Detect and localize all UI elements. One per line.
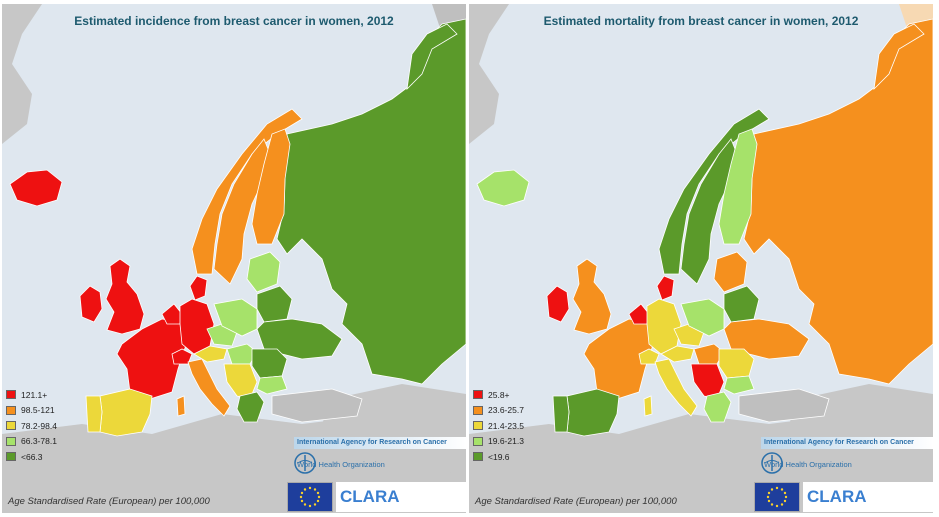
incidence-map-panel: Estimated incidence from breast cancer i…: [2, 4, 466, 513]
region-spain[interactable]: [566, 388, 620, 437]
legend-label: <19.6: [488, 451, 510, 462]
rate-caption: Age Standardised Rate (European) per 100…: [475, 496, 677, 507]
legend-row: 25.8+: [473, 387, 524, 403]
legend-row: <66.3: [6, 449, 57, 465]
region-finland[interactable]: [251, 128, 291, 245]
region-austria[interactable]: [193, 345, 228, 363]
region-germany[interactable]: [179, 298, 215, 355]
rate-caption: Age Standardised Rate (European) per 100…: [8, 496, 210, 507]
legend-swatch: [473, 390, 483, 400]
iarc-banner: International Agency for Research on Can…: [761, 437, 933, 449]
region-romania[interactable]: [718, 348, 755, 379]
legend-label: 121.1+: [21, 389, 48, 400]
legend-row: 98.5-121: [6, 403, 57, 419]
legend-label: 66.3-78.1: [21, 436, 57, 447]
legend-swatch: [6, 421, 16, 431]
who-logo: World Health Organization: [761, 452, 852, 478]
legend-swatch: [473, 405, 483, 415]
legend-row: 121.1+: [6, 387, 57, 403]
legend-swatch: [6, 452, 16, 462]
region-novaya-zemlya[interactable]: [873, 23, 925, 91]
region-germany[interactable]: [646, 298, 682, 355]
caspian-region-land: [352, 424, 442, 434]
region-france[interactable]: [116, 318, 188, 400]
eu-flag-icon: [754, 482, 800, 512]
region-turkey[interactable]: [271, 388, 363, 423]
region-greece[interactable]: [703, 391, 732, 423]
eu-flag-icon: [287, 482, 333, 512]
mortality-map-title: Estimated mortality from breast cancer i…: [543, 14, 859, 28]
region-austria[interactable]: [660, 345, 695, 363]
region-norway[interactable]: [658, 108, 770, 275]
legend-label: 98.5-121: [21, 405, 55, 416]
clara-logo: CLARA: [336, 482, 466, 512]
legend-swatch: [6, 390, 16, 400]
region-france[interactable]: [583, 318, 655, 400]
greenland-land: [2, 4, 42, 144]
region-finland[interactable]: [718, 128, 758, 245]
region-iceland[interactable]: [476, 169, 530, 207]
incidence-map-title: Estimated incidence from breast cancer i…: [74, 14, 394, 28]
region-iceland[interactable]: [9, 169, 63, 207]
iarc-banner: International Agency for Research on Can…: [294, 437, 466, 449]
legend-row: 23.6-25.7: [473, 403, 524, 419]
region-baltics[interactable]: [713, 251, 748, 293]
region-ireland[interactable]: [79, 285, 103, 323]
incidence-legend: 121.1+ 98.5-121 78.2-98.4 66.3-78.1 <66.…: [6, 387, 57, 465]
legend-row: <19.6: [473, 449, 524, 465]
region-portugal[interactable]: [85, 395, 103, 433]
region-switzerland[interactable]: [638, 348, 660, 365]
region-greece[interactable]: [236, 391, 265, 423]
region-sardinia[interactable]: [643, 395, 653, 417]
region-turkey[interactable]: [738, 388, 830, 423]
incidence-map[interactable]: [2, 4, 466, 513]
who-emblem-icon: [294, 452, 316, 474]
region-bulgaria[interactable]: [256, 375, 288, 395]
region-sardinia[interactable]: [176, 395, 186, 417]
legend-label: 78.2-98.4: [21, 420, 57, 431]
region-novaya-zemlya[interactable]: [406, 23, 458, 91]
who-name: World Health Organization: [297, 460, 385, 469]
legend-swatch: [6, 436, 16, 446]
legend-row: 78.2-98.4: [6, 418, 57, 434]
region-italy[interactable]: [187, 358, 231, 417]
mortality-legend: 25.8+ 23.6-25.7 21.4-23.5 19.6-21.3 <19.…: [473, 387, 524, 465]
region-belarus[interactable]: [723, 285, 760, 323]
greenland-land: [469, 4, 509, 144]
region-ireland[interactable]: [546, 285, 570, 323]
legend-swatch: [6, 405, 16, 415]
legend-label: 19.6-21.3: [488, 436, 524, 447]
legend-label: <66.3: [21, 451, 43, 462]
region-united-kingdom[interactable]: [105, 258, 145, 335]
region-bulgaria[interactable]: [723, 375, 755, 395]
legend-swatch: [473, 421, 483, 431]
legend-label: 23.6-25.7: [488, 405, 524, 416]
region-romania[interactable]: [251, 348, 288, 379]
region-italy[interactable]: [654, 358, 698, 417]
mortality-map-panel: Estimated mortality from breast cancer i…: [469, 4, 933, 513]
region-spain[interactable]: [99, 388, 153, 437]
mortality-map[interactable]: [469, 4, 933, 513]
region-belarus[interactable]: [256, 285, 293, 323]
region-portugal[interactable]: [552, 395, 570, 433]
legend-swatch: [473, 452, 483, 462]
who-name: World Health Organization: [764, 460, 852, 469]
region-switzerland[interactable]: [171, 348, 193, 365]
clara-logo: CLARA: [803, 482, 933, 512]
region-baltics[interactable]: [246, 251, 281, 293]
legend-label: 21.4-23.5: [488, 420, 524, 431]
region-denmark[interactable]: [189, 275, 208, 301]
legend-row: 19.6-21.3: [473, 434, 524, 450]
who-emblem-icon: [761, 452, 783, 474]
region-denmark[interactable]: [656, 275, 675, 301]
region-norway[interactable]: [191, 108, 303, 275]
who-logo: World Health Organization: [294, 452, 385, 478]
legend-label: 25.8+: [488, 389, 510, 400]
region-united-kingdom[interactable]: [572, 258, 612, 335]
legend-row: 21.4-23.5: [473, 418, 524, 434]
legend-row: 66.3-78.1: [6, 434, 57, 450]
legend-swatch: [473, 436, 483, 446]
